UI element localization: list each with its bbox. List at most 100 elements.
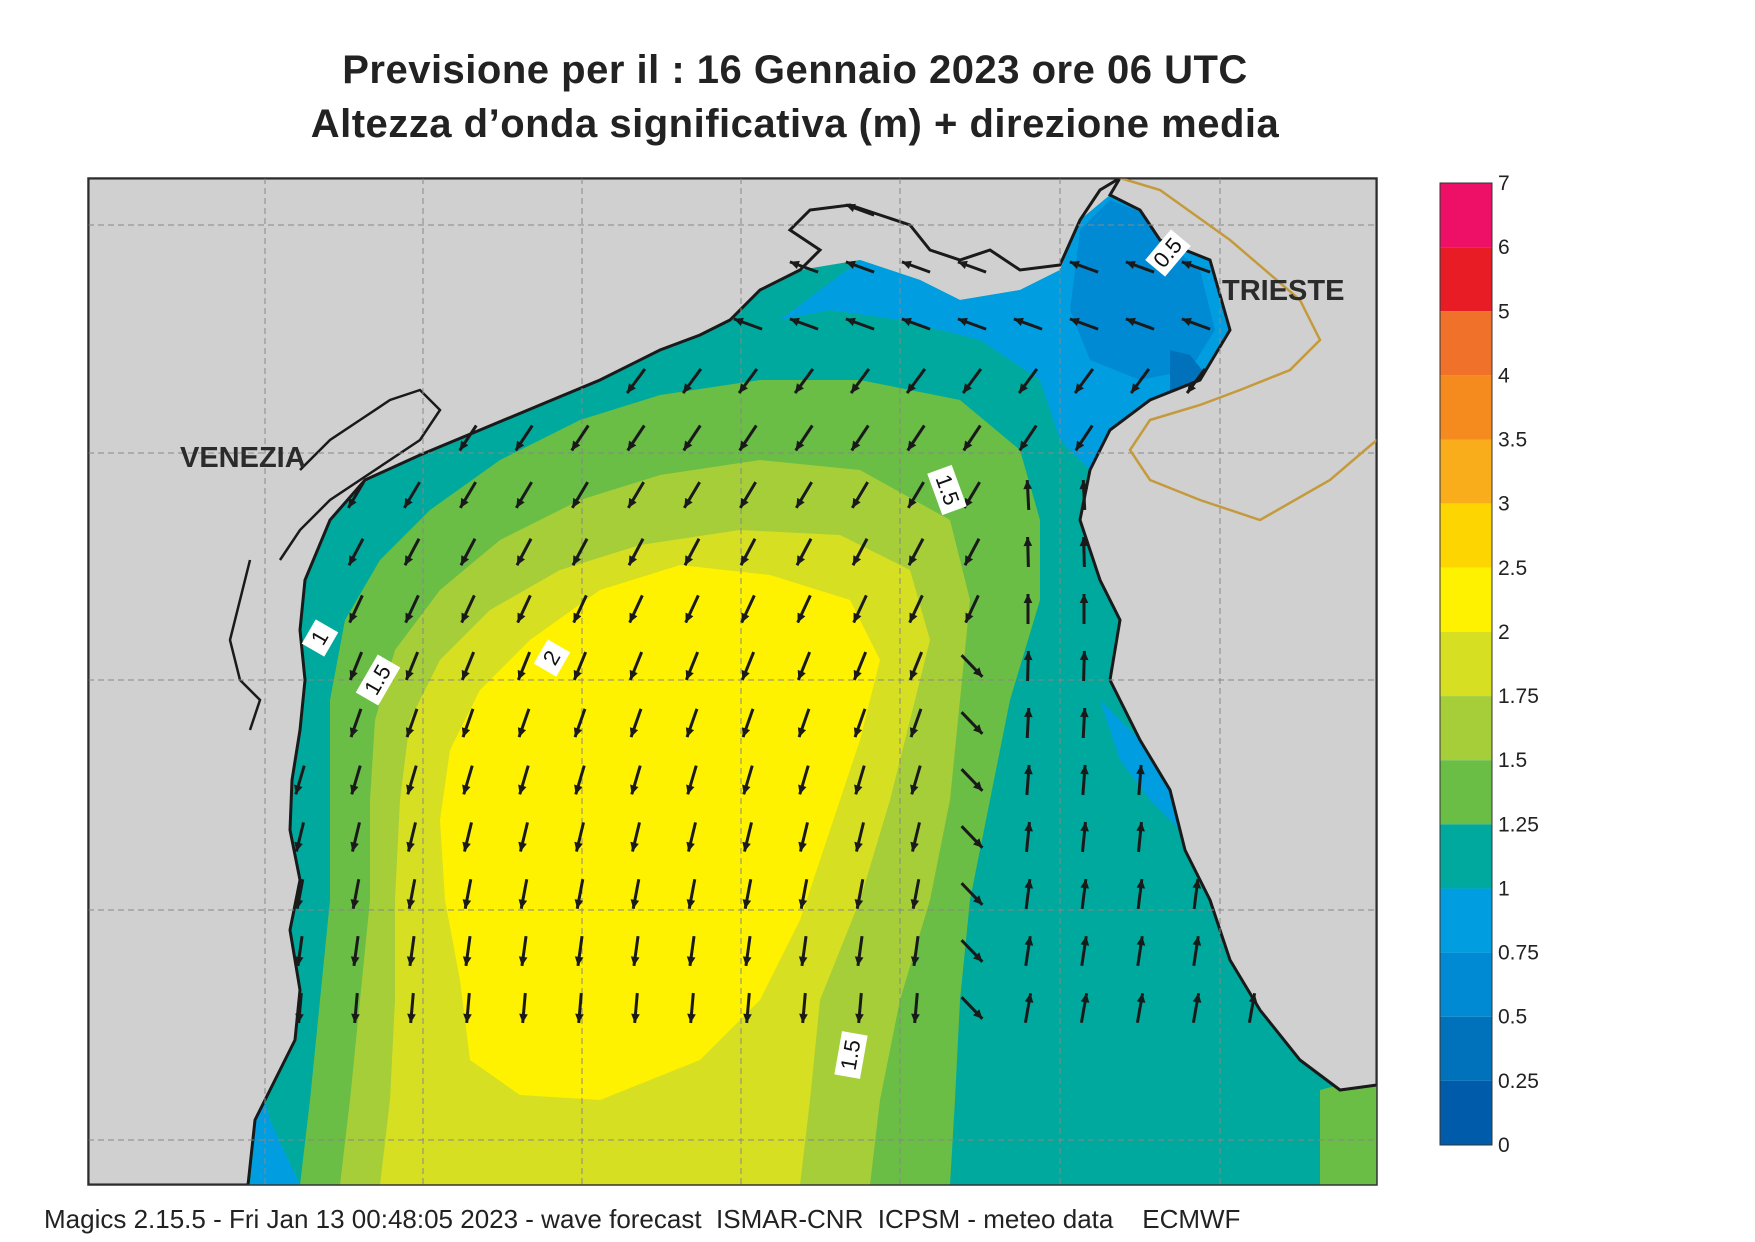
wave-arrow bbox=[901, 260, 931, 274]
wave-arrow bbox=[854, 935, 864, 967]
wave-arrow bbox=[573, 708, 587, 738]
wave-arrow bbox=[1023, 479, 1033, 511]
wave-arrow bbox=[1079, 992, 1090, 1024]
colorbar-swatch bbox=[1440, 1080, 1492, 1145]
wave-arrow bbox=[686, 878, 697, 910]
wave-arrow bbox=[1023, 992, 1034, 1024]
wave-arrow bbox=[627, 481, 645, 509]
wave-arrow bbox=[348, 594, 364, 624]
wave-arrow bbox=[570, 424, 590, 452]
wave-arrow bbox=[908, 651, 924, 681]
wave-arrow bbox=[350, 878, 361, 910]
wave-arrow bbox=[626, 424, 646, 452]
wave-arrow bbox=[854, 765, 866, 795]
wave-arrow bbox=[516, 651, 532, 681]
wave-arrow bbox=[742, 765, 754, 795]
band-2 bbox=[440, 565, 880, 1100]
wave-arrow bbox=[796, 651, 812, 681]
city-label-trieste: TRIESTE bbox=[1222, 275, 1344, 307]
wave-arrow bbox=[407, 992, 416, 1024]
colorbar: 7 6 5 4 3.5 3 2.5 2 1.75 1.5 1.25 1 0.75 0.5 0.25 0 bbox=[1439, 172, 1539, 1157]
wave-arrow bbox=[799, 992, 808, 1024]
wave-arrow bbox=[1080, 935, 1090, 967]
wave-arrow bbox=[347, 538, 365, 566]
footer-credit: Magics 2.15.5 - Fri Jan 13 00:48:05 2023… bbox=[44, 1204, 1241, 1234]
wave-arrow bbox=[964, 594, 980, 624]
wave-arrow bbox=[1192, 878, 1202, 910]
colorbar-swatch bbox=[1440, 631, 1492, 697]
wave-arrow bbox=[905, 368, 927, 394]
wave-arrow bbox=[960, 996, 984, 1020]
wave-arrow bbox=[796, 594, 812, 624]
city-label-venezia: VENEZIA bbox=[180, 442, 306, 474]
wave-arrow bbox=[684, 651, 700, 681]
wave-arrow bbox=[571, 481, 589, 509]
wave-arrow bbox=[628, 594, 644, 624]
colorbar-label: 2.5 bbox=[1498, 557, 1527, 580]
colorbar-label: 1 bbox=[1498, 877, 1510, 900]
wave-arrow bbox=[519, 992, 528, 1024]
colorbar-label: 1.5 bbox=[1498, 749, 1527, 772]
wave-arrow bbox=[960, 825, 984, 849]
wave-arrow bbox=[1080, 821, 1089, 853]
wave-arrow bbox=[1023, 707, 1033, 739]
wave-arrow bbox=[794, 424, 814, 452]
colorbar-label: 0.25 bbox=[1498, 1070, 1539, 1093]
wave-arrow bbox=[1079, 479, 1089, 511]
wave-arrow bbox=[1181, 260, 1211, 274]
wave-arrow bbox=[854, 822, 865, 852]
contour-label: 1 bbox=[301, 619, 339, 657]
wave-arrow bbox=[907, 481, 925, 509]
wave-arrow bbox=[741, 708, 755, 738]
wave-arrow bbox=[574, 822, 585, 852]
wave-arrow bbox=[1136, 764, 1145, 796]
wave-arrow bbox=[515, 481, 533, 509]
colorbar-label: 2 bbox=[1498, 621, 1510, 644]
map-frame bbox=[87, 177, 1378, 1186]
wave-arrow bbox=[683, 538, 701, 566]
colorbar-swatch bbox=[1440, 503, 1492, 568]
wave-arrow bbox=[403, 481, 421, 509]
wave-arrow bbox=[910, 765, 922, 795]
wave-arrow bbox=[911, 992, 920, 1024]
wave-arrow bbox=[1079, 594, 1089, 624]
wave-arrow bbox=[347, 481, 365, 509]
wave-arrow bbox=[1079, 650, 1089, 682]
wave-arrow bbox=[1073, 368, 1095, 394]
wave-arrow bbox=[1079, 707, 1089, 739]
wave-arrow bbox=[798, 935, 808, 967]
colorbar-label: 3.5 bbox=[1498, 429, 1527, 452]
colorbar-label: 0.5 bbox=[1498, 1006, 1527, 1029]
wave-arrow bbox=[962, 424, 982, 452]
svg-text:1.5: 1.5 bbox=[836, 1038, 866, 1072]
wave-arrow bbox=[682, 424, 702, 452]
wave-arrow bbox=[686, 765, 698, 795]
wave-arrow bbox=[742, 878, 753, 910]
wave-arrow bbox=[1074, 424, 1094, 452]
wave-arrow bbox=[797, 708, 811, 738]
wave-arrow bbox=[294, 822, 305, 852]
wave-arrow bbox=[406, 822, 417, 852]
wave-arrow bbox=[901, 317, 931, 331]
wave-arrow bbox=[910, 822, 921, 852]
wave-arrow bbox=[795, 538, 813, 566]
contour-label: 2 bbox=[533, 639, 571, 677]
wave-arrow bbox=[1023, 594, 1033, 624]
wave-arrow bbox=[851, 538, 869, 566]
colorbar-swatch bbox=[1440, 439, 1492, 504]
wave-arrow bbox=[793, 368, 815, 394]
wave-arrow bbox=[571, 538, 589, 566]
wave-arrow bbox=[684, 594, 700, 624]
wave-arrow bbox=[1080, 878, 1090, 910]
wave-arrow bbox=[738, 424, 758, 452]
wave-arrow bbox=[460, 651, 476, 681]
wave-arrow bbox=[740, 594, 756, 624]
wave-arrow bbox=[404, 651, 420, 681]
wave-arrow bbox=[686, 822, 697, 852]
wave-arrow bbox=[1024, 935, 1034, 967]
wave-arrow bbox=[1023, 650, 1033, 682]
wave-arrow bbox=[683, 481, 701, 509]
wave-arrow bbox=[406, 878, 417, 910]
wave-arrow bbox=[789, 317, 819, 331]
